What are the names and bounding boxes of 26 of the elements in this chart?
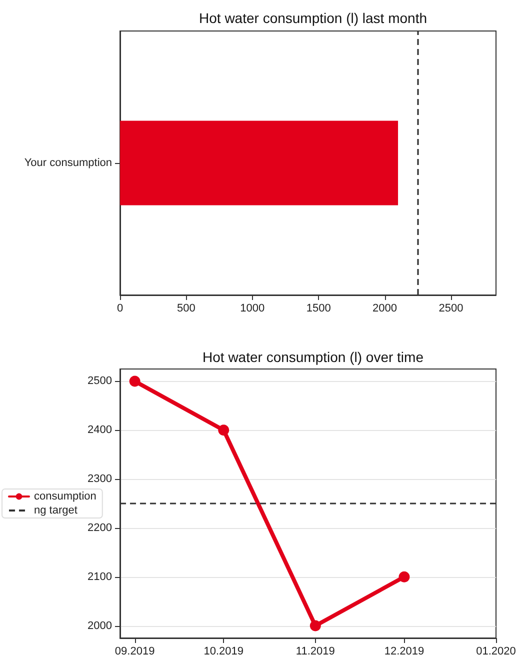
y-tick-label: 2400	[88, 424, 112, 436]
x-tick-label: 10.2019	[204, 646, 244, 657]
point	[310, 620, 321, 632]
x-tick-label: 09.2019	[114, 646, 155, 657]
ref-line-label: ng target	[34, 504, 78, 516]
x-tick-label: 500	[177, 302, 196, 314]
x-tick-label: 01.2020	[476, 646, 516, 657]
point	[398, 571, 410, 582]
point	[218, 424, 230, 436]
x-tick-label: 11.2019	[296, 646, 335, 657]
x-tick-label: 0	[116, 302, 124, 314]
y-tick-label: 2200	[88, 522, 112, 534]
chart-title: Hot water consumption (l) over time	[202, 349, 424, 365]
y-tick-label: 2300	[88, 473, 112, 486]
y-tick-label: Your consumption	[24, 157, 112, 169]
y-tick-label: 2500	[88, 375, 112, 388]
x-tick-label: 2500	[438, 302, 464, 314]
chart-title: Hot water consumption (l) last month	[199, 10, 427, 26]
y-tick-label: 2100	[88, 570, 112, 583]
y-tick-label: 2000	[88, 620, 112, 632]
point	[129, 376, 140, 387]
x-tick-label: 12.2019	[384, 646, 424, 657]
x-tick-label: 1000	[240, 302, 265, 314]
x-tick-label: 2000	[372, 302, 398, 314]
x-tick-label: 1500	[306, 302, 331, 314]
legend-label: consumption	[34, 490, 96, 502]
